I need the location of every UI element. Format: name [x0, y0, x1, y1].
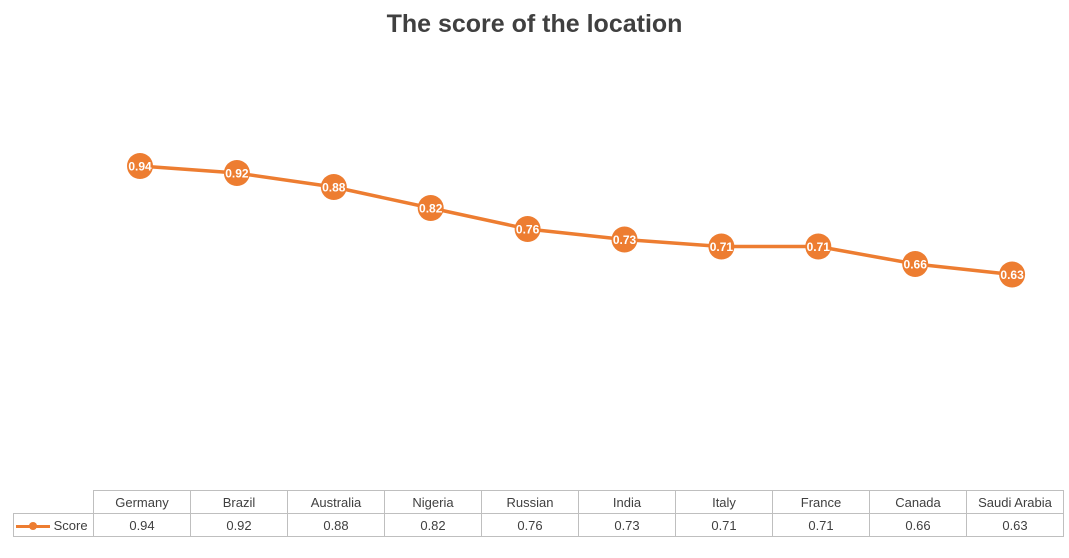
- data-point-marker: [611, 226, 638, 253]
- value-cell: 0.92: [190, 513, 288, 537]
- category-header: Russian: [481, 490, 579, 514]
- data-point-marker: [902, 251, 929, 277]
- data-label: 0.82: [419, 202, 443, 216]
- data-label: 0.71: [807, 240, 831, 254]
- value-cell: 0.88: [287, 513, 385, 537]
- category-header: France: [772, 490, 870, 514]
- legend-entry: Score: [13, 513, 94, 537]
- data-label: 0.88: [322, 181, 346, 195]
- category-header: Germany: [93, 490, 191, 514]
- value-cell: 0.71: [772, 513, 870, 537]
- legend-line-marker-icon: [16, 521, 50, 531]
- category-header: Australia: [287, 490, 385, 514]
- data-point-marker: [999, 261, 1026, 288]
- value-cell: 0.73: [578, 513, 676, 537]
- data-label: 0.94: [128, 160, 152, 174]
- data-point-marker: [708, 233, 735, 260]
- category-header: Italy: [675, 490, 773, 514]
- data-point-marker: [805, 233, 832, 260]
- data-table-header-row: Germany Brazil Australia Nigeria Russian…: [13, 490, 1064, 514]
- data-label: 0.71: [710, 240, 734, 254]
- value-cell: 0.63: [966, 513, 1064, 537]
- data-point-marker: [514, 216, 541, 242]
- data-label: 0.73: [613, 233, 637, 247]
- value-cell: 0.76: [481, 513, 579, 537]
- data-label: 0.92: [225, 167, 249, 181]
- legend-label: Score: [53, 518, 88, 534]
- data-table-series-row: Score 0.94 0.92 0.88 0.82 0.76 0.73 0.71…: [13, 513, 1064, 537]
- value-cell: 0.82: [384, 513, 482, 537]
- value-cell: 0.71: [675, 513, 773, 537]
- chart-title: The score of the location: [386, 10, 683, 38]
- data-label: 0.66: [904, 258, 928, 272]
- category-header: Brazil: [190, 490, 288, 514]
- data-point-marker: [223, 160, 250, 186]
- value-cell: 0.94: [93, 513, 191, 537]
- data-label: 0.76: [516, 223, 540, 237]
- category-header: Canada: [869, 490, 967, 514]
- data-table: Germany Brazil Australia Nigeria Russian…: [13, 490, 1064, 537]
- category-header: Saudi Arabia: [966, 490, 1064, 514]
- data-label: 0.63: [1000, 268, 1024, 282]
- data-table-corner: [13, 490, 94, 514]
- category-header: India: [578, 490, 676, 514]
- score-series-line: [138, 164, 1014, 277]
- data-point-marker: [320, 174, 347, 200]
- category-header: Nigeria: [384, 490, 482, 514]
- value-cell: 0.66: [869, 513, 967, 537]
- data-point-marker: [417, 195, 444, 221]
- data-point-marker: [127, 153, 153, 179]
- line-chart-plot: 0.94 0.92 0.88 0.82 0.76 0.73 0.71 0.71 0.66 0.63: [127, 153, 1026, 288]
